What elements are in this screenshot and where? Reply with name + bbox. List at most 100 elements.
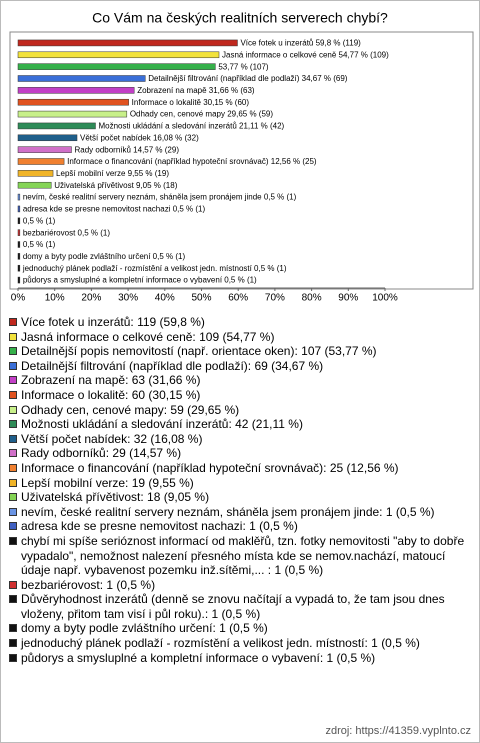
bar	[17, 229, 21, 236]
bar-label: půdorys a smysluplné a kompletní informa…	[23, 276, 257, 285]
x-tick-label: 100%	[372, 293, 398, 304]
x-tick-label: 90%	[338, 293, 358, 304]
bar-label: bezbariérovost 0,5 % (1)	[23, 228, 110, 237]
legend-label: domy a byty podle zvláštního určení: 1 (…	[21, 621, 268, 636]
bar-label: Detailnější filtrování (například dle po…	[148, 74, 348, 83]
bar	[17, 110, 128, 118]
chart: Co Vám na českých realitních serverech c…	[9, 10, 474, 304]
bar	[17, 39, 238, 47]
legend-marker	[9, 478, 17, 487]
legend-label: Více fotek u inzerátů: 119 (59,8 %)	[21, 315, 205, 329]
bar	[17, 276, 21, 284]
bar	[17, 51, 220, 59]
x-tick-label: 50%	[191, 293, 211, 304]
legend-label: Odhady cen, cenové mapy: 59 (29,65 %)	[21, 402, 240, 417]
legend-entry: Důvěryhodnost inzerátů (denně se znovu n…	[9, 592, 471, 621]
bar	[17, 170, 54, 177]
legend-entry: adresa kde se presne nemovitost nachazi:…	[9, 519, 471, 534]
legend-label: Lepší mobilní verze: 19 (9,55 %)	[21, 475, 194, 490]
bar	[17, 158, 65, 165]
bar	[17, 193, 21, 201]
bar-label: nevím, české realitní servery neznám, sh…	[23, 193, 297, 202]
bar	[17, 87, 135, 94]
legend-label: Informace o lokalitě: 60 (30,15 %)	[21, 387, 201, 402]
bar	[17, 134, 78, 142]
bar	[17, 253, 21, 260]
legend-entry: Jasná informace o celkové ceně: 109 (54,…	[9, 330, 471, 345]
x-tick-label: 10%	[45, 293, 65, 304]
bar-label: 0,5 % (1)	[23, 216, 56, 225]
legend-entry: domy a byty podle zvláštního určení: 1 (…	[9, 621, 471, 636]
legend-label: Zobrazení na mapě: 63 (31,66 %)	[21, 373, 201, 388]
legend-marker	[9, 361, 17, 370]
bar	[17, 241, 21, 248]
legend-marker	[9, 624, 17, 633]
bar	[17, 264, 21, 272]
x-tick-label: 70%	[265, 293, 285, 304]
legend-label: adresa kde se presne nemovitost nachazi:…	[21, 519, 298, 534]
legend-entry: Odhady cen, cenové mapy: 59 (29,65 %)	[9, 403, 471, 418]
x-tick-label: 20%	[81, 293, 101, 304]
bar	[17, 205, 21, 213]
legend-label: Detailnější filtrování (například dle po…	[21, 358, 324, 373]
legend-entry: Více fotek u inzerátů: 119 (59,8 %)	[9, 315, 471, 330]
legend-entry: Možnosti ukládání a sledování inzerátů: …	[9, 417, 471, 432]
legend-entry: Zobrazení na mapě: 63 (31,66 %)	[9, 373, 471, 388]
legend-label: Důvěryhodnost inzerátů (denně se znovu n…	[21, 592, 445, 621]
bar-label: Odhady cen, cenové mapy 29,65 % (59)	[130, 110, 274, 119]
legend-label: Větší počet nabídek: 32 (16,08 %)	[21, 431, 203, 446]
bar-label: Větší počet nabídek 16,08 % (32)	[80, 133, 199, 142]
legend-label: Možnosti ukládání a sledování inzerátů: …	[21, 417, 303, 432]
legend-marker	[9, 522, 17, 531]
bar-label: jednoduchý plánek podlaží - rozmístění a…	[22, 264, 287, 273]
chart-title: Co Vám na českých realitních serverech c…	[92, 10, 388, 26]
bar-label: Informace o lokalitě 30,15 % (60)	[132, 98, 250, 107]
legend-marker	[9, 536, 17, 545]
legend-label: půdorys a smysluplné a kompletní informa…	[21, 650, 376, 665]
bar-label: 53,77 % (107)	[218, 62, 269, 71]
bar-label: Informace o financování (například hypot…	[67, 157, 317, 166]
legend-entry: jednoduchý plánek podlaží - rozmístění a…	[9, 636, 471, 651]
legend-marker	[9, 318, 17, 326]
legend-label: chybí mi spíše serióznost informací od m…	[21, 533, 465, 578]
x-tick-label: 30%	[118, 293, 138, 304]
legend-marker	[9, 493, 17, 502]
legend-entry: půdorys a smysluplné a kompletní informa…	[9, 651, 471, 666]
legend-marker	[9, 653, 17, 662]
plot-frame	[9, 31, 474, 290]
legend-marker	[9, 595, 17, 604]
legend-marker	[9, 580, 17, 589]
legend-entry: Detailnější filtrování (například dle po…	[9, 359, 471, 374]
bar-label: 0,5 % (1)	[23, 240, 56, 249]
bar	[17, 63, 216, 70]
bar-label: Zobrazení na mapě 31,66 % (63)	[137, 86, 255, 95]
bar	[17, 122, 96, 130]
legend-entry: Informace o financování (například hypot…	[9, 461, 471, 476]
legend-marker	[9, 332, 17, 341]
legend-label: bezbariérovost: 1 (0,5 %)	[21, 577, 156, 592]
legend-label: nevím, české realitní servery neznám, sh…	[21, 504, 435, 519]
legend-entry: chybí mi spíše serióznost informací od m…	[9, 534, 471, 578]
legend-entry: Větší počet nabídek: 32 (16,08 %)	[9, 432, 471, 447]
bar	[17, 98, 129, 106]
legend-label: Detailnější popis nemovitostí (např. ori…	[21, 344, 377, 359]
legend-entry: Uživatelská přívětivost: 18 (9,05 %)	[9, 490, 471, 505]
bar-label: Možnosti ukládání a sledování inzerátů 2…	[98, 122, 284, 131]
x-tick-label: 80%	[302, 293, 322, 304]
legend-label: Rady odborníků: 29 (14,57 %)	[21, 446, 182, 461]
bar-label: adresa kde se presne nemovitost nachazi …	[23, 205, 206, 214]
legend-label: Uživatelská přívětivost: 18 (9,05 %)	[21, 490, 210, 505]
bar-label: Uživatelská přívětivost 9,05 % (18)	[54, 181, 177, 190]
legend-marker	[9, 434, 17, 443]
x-tick-label: 0%	[11, 293, 26, 304]
legend-entry: Lepší mobilní verze: 19 (9,55 %)	[9, 476, 471, 491]
bar	[17, 181, 52, 189]
bar	[17, 75, 146, 82]
legend-marker	[9, 405, 17, 414]
bar-label: domy a byty podle zvláštního určení 0,5 …	[23, 252, 186, 261]
source: zdroj: https://41359.vyplnto.cz	[325, 725, 471, 737]
legend-entry: Informace o lokalitě: 60 (30,15 %)	[9, 388, 471, 403]
legend-marker	[9, 507, 17, 516]
x-tick-label: 60%	[228, 293, 248, 304]
